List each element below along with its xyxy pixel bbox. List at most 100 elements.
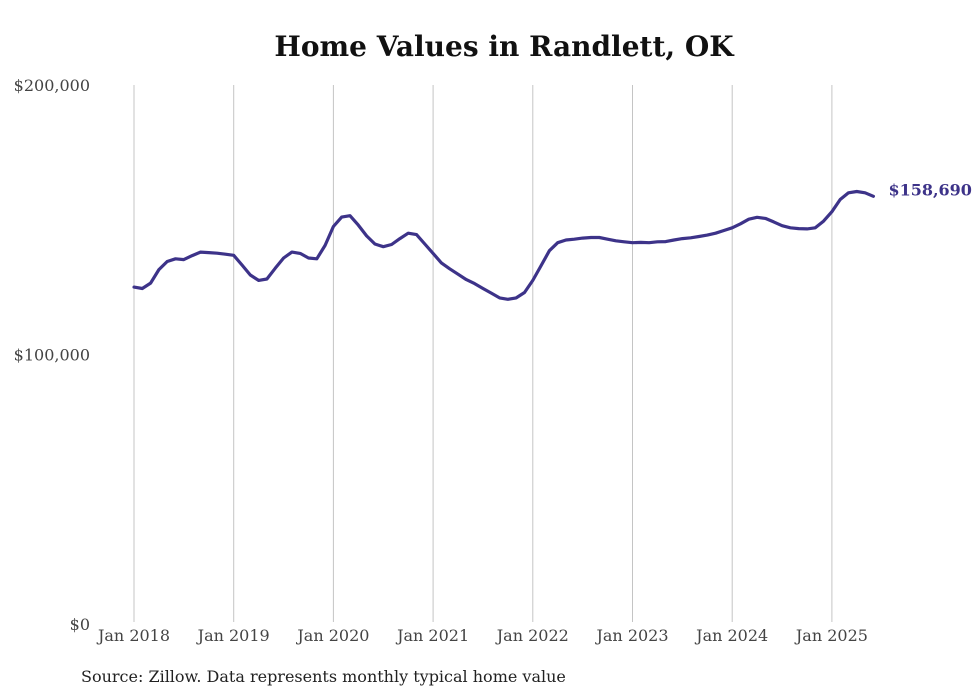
series-line xyxy=(132,189,876,301)
data-point xyxy=(473,282,476,285)
data-point xyxy=(456,273,460,276)
data-point xyxy=(647,241,651,244)
data-point xyxy=(373,242,377,246)
data-point xyxy=(598,236,601,239)
data-point xyxy=(539,264,543,267)
data-point xyxy=(847,191,850,194)
data-point xyxy=(623,240,626,243)
data-point xyxy=(299,252,302,255)
data-point xyxy=(531,279,534,282)
data-point xyxy=(249,273,252,277)
data-point xyxy=(265,277,269,281)
data-point xyxy=(282,256,285,260)
data-point xyxy=(332,225,335,228)
data-point xyxy=(257,279,260,282)
data-point xyxy=(656,240,659,243)
data-point xyxy=(797,227,800,230)
data-point xyxy=(348,214,352,217)
data-point xyxy=(631,241,634,244)
source-note: Source: Zillow. Data represents monthly … xyxy=(81,667,566,686)
x-tick-label: Jan 2025 xyxy=(794,626,868,645)
data-point xyxy=(382,245,385,248)
x-tick-label: Jan 2023 xyxy=(594,626,668,645)
data-point xyxy=(789,226,792,229)
x-axis-ticks: Jan 2018 Jan 2019 Jan 2020 Jan 2021 Jan 2022… xyxy=(96,626,868,645)
data-point xyxy=(805,227,809,231)
data-point xyxy=(830,210,834,213)
data-point xyxy=(747,218,750,221)
data-point xyxy=(174,257,177,260)
data-point xyxy=(207,251,210,254)
data-point xyxy=(215,252,219,255)
data-point xyxy=(664,240,667,243)
data-point xyxy=(755,216,759,219)
data-point xyxy=(706,233,709,237)
data-point xyxy=(515,296,518,300)
series-layer: $158,690 xyxy=(132,180,972,301)
y-tick-label: $0 xyxy=(70,615,90,634)
data-point xyxy=(290,250,294,254)
data-point xyxy=(672,238,676,242)
data-point xyxy=(357,223,360,227)
data-point xyxy=(498,296,501,300)
data-point xyxy=(390,243,393,246)
data-point xyxy=(274,267,277,270)
data-point xyxy=(614,239,618,242)
data-point xyxy=(506,298,510,301)
data-point xyxy=(780,224,784,227)
data-point xyxy=(872,195,875,198)
data-point xyxy=(481,287,485,290)
data-point xyxy=(465,278,468,281)
data-point xyxy=(340,215,343,219)
gridlines xyxy=(133,85,833,622)
data-point xyxy=(722,229,726,232)
data-point xyxy=(407,232,410,235)
data-point xyxy=(697,235,701,238)
data-point xyxy=(415,233,418,236)
data-point xyxy=(240,263,244,267)
data-point xyxy=(714,232,717,235)
data-point xyxy=(157,268,161,271)
data-point xyxy=(315,257,318,260)
x-tick-label: Jan 2018 xyxy=(96,626,170,645)
data-point xyxy=(141,287,144,290)
data-point xyxy=(581,236,584,240)
end-value-label: $158,690 xyxy=(888,180,972,199)
data-point xyxy=(307,256,310,260)
data-point xyxy=(639,241,642,244)
x-tick-label: Jan 2021 xyxy=(395,626,469,645)
data-point xyxy=(182,258,185,261)
data-point xyxy=(448,267,451,270)
data-point xyxy=(863,191,867,194)
data-point xyxy=(764,217,767,220)
data-point xyxy=(689,236,692,239)
data-point xyxy=(548,249,551,252)
data-point xyxy=(431,252,435,255)
data-point xyxy=(855,190,858,193)
data-point xyxy=(739,222,742,225)
data-point xyxy=(556,241,559,244)
chart-title: Home Values in Randlett, OK xyxy=(274,30,734,63)
data-point xyxy=(573,238,576,241)
data-point xyxy=(149,281,152,285)
x-tick-label: Jan 2024 xyxy=(694,626,768,645)
data-point xyxy=(839,198,842,201)
data-point xyxy=(681,237,684,240)
data-point xyxy=(772,220,775,224)
data-point xyxy=(440,261,443,265)
data-point xyxy=(490,291,493,295)
x-tick-label: Jan 2022 xyxy=(495,626,569,645)
y-tick-label: $200,000 xyxy=(14,76,90,95)
data-point xyxy=(523,291,526,294)
x-tick-label: Jan 2019 xyxy=(196,626,270,645)
data-point xyxy=(132,285,136,289)
data-point xyxy=(606,238,609,241)
data-point xyxy=(589,236,593,239)
data-point xyxy=(564,238,568,242)
y-axis-ticks: $0 $100,000 $200,000 xyxy=(14,76,90,634)
data-point xyxy=(731,226,734,229)
data-point xyxy=(323,244,327,247)
data-point xyxy=(224,253,227,256)
data-point xyxy=(191,254,194,257)
